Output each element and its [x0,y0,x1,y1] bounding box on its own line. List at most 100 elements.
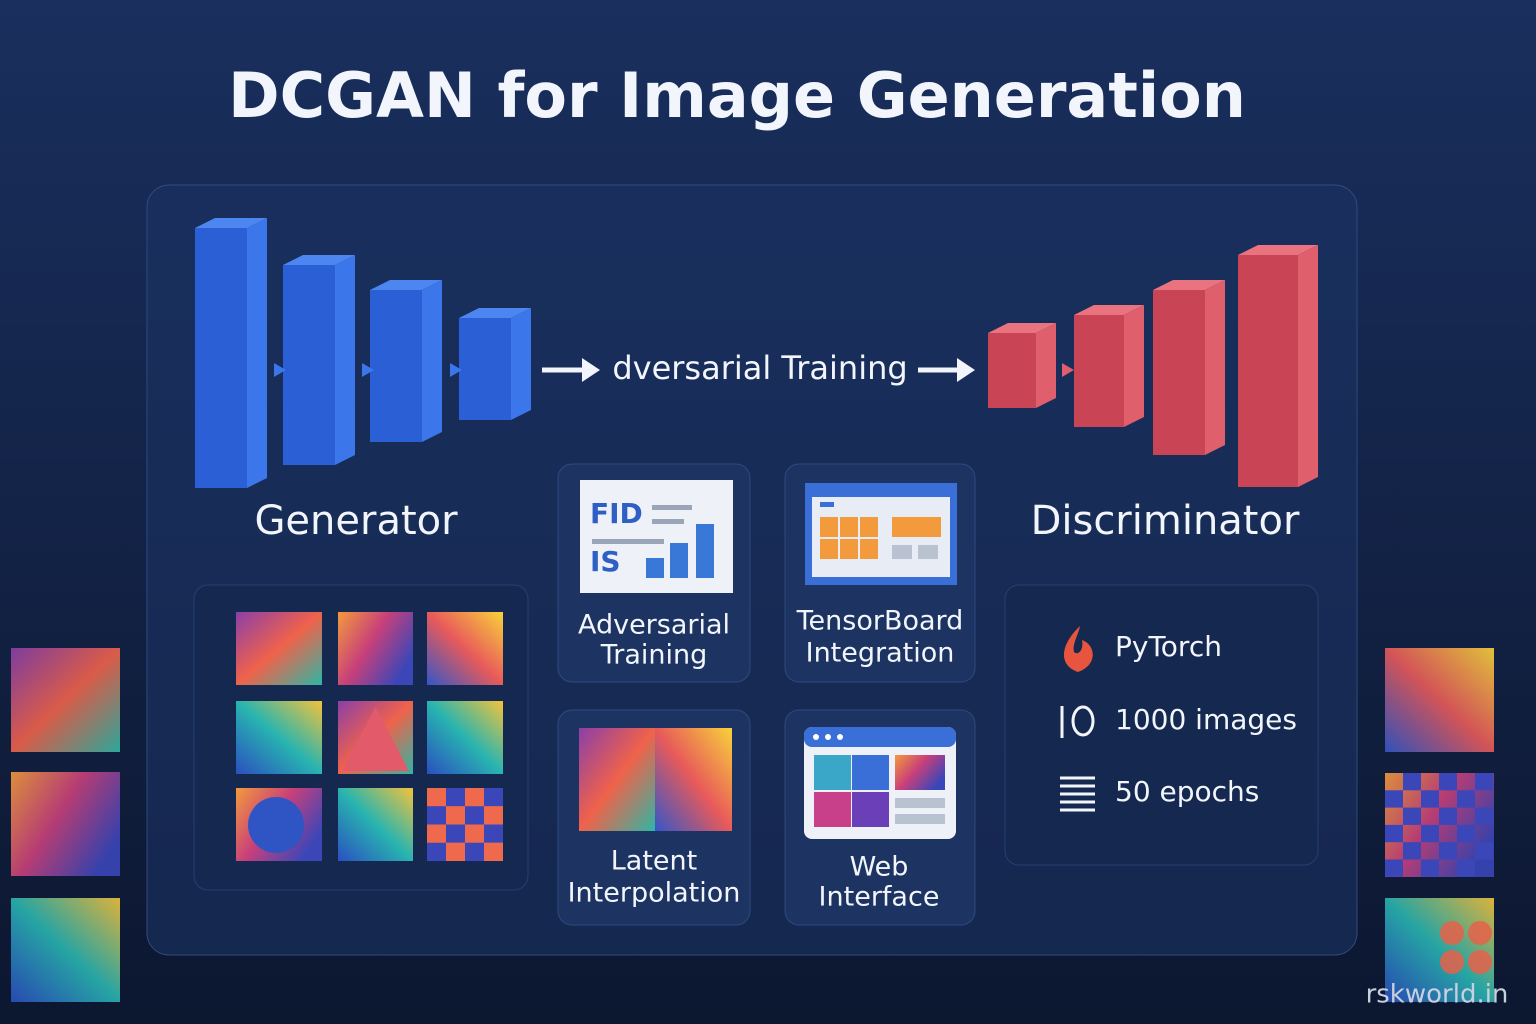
pytorch-icon [1063,626,1093,672]
block-side [422,280,442,442]
label: 50 epochs [1115,775,1259,808]
dashboard-bar [820,502,834,507]
block-top [1238,245,1318,255]
sample-check [446,788,465,807]
browser-header [804,727,956,747]
browser-cell [852,755,889,790]
browser-dot [837,734,843,740]
side-check [1403,773,1421,791]
block-top [283,255,355,265]
block-front [1074,315,1124,427]
small-arrow [274,363,286,377]
side-check [1385,859,1403,877]
browser-cell [895,755,945,790]
block-side [1298,245,1318,487]
side-check [1421,859,1439,877]
dashboard-cell [892,517,941,537]
label: IS [590,545,621,578]
sample-image [427,701,503,774]
label: 1000 images [1115,703,1297,736]
label: TensorBoard [796,606,964,637]
block-front [1238,255,1298,487]
browser-cell [814,792,851,827]
dashboard-cell [860,539,878,559]
block-side [1205,280,1225,455]
label: Web [850,852,909,883]
side-check [1457,790,1475,808]
side-check [1403,807,1421,825]
arrow-head [957,358,975,382]
sample-image [338,788,413,861]
label: Interpolation [568,878,741,909]
sample-check [427,842,446,861]
dashboard-cell [918,545,938,559]
block-side [335,255,355,465]
label: Interface [819,882,940,913]
label: Training [600,640,708,671]
sample-check [446,824,465,843]
logo-dot [1468,950,1492,974]
side-thumbnail [11,648,120,752]
content: dversarial Training Generator Discriminato… [11,218,1508,1010]
icon-line [592,539,664,544]
block-front [370,290,422,442]
sample-image [427,612,503,685]
block-front [1153,290,1205,455]
side-check [1421,824,1439,843]
label: Discriminator [1031,498,1300,544]
sample-check [427,788,446,807]
browser-line [895,798,945,808]
icon-line [652,505,692,510]
sample-check [465,824,484,843]
side-check [1475,842,1493,860]
sample-image [236,612,322,685]
interpolation-icon [655,728,732,831]
interpolation-icon [579,728,655,831]
small-arrow [1062,363,1074,377]
block-front [459,318,511,420]
logo-dot [1468,921,1492,945]
sample-check [484,806,503,825]
side-thumbnail [1385,648,1494,752]
sample-check [446,806,465,825]
block-side [511,308,531,420]
side-check [1439,807,1457,825]
dashboard-cell [860,517,878,537]
block-top [459,308,531,318]
sample-check [465,842,484,861]
sample-check [484,824,503,843]
block-front [283,265,335,465]
label: Latent [611,846,697,877]
browser-line [895,814,945,824]
icon-bar [670,543,688,578]
block-top [988,323,1056,333]
side-check [1439,773,1457,791]
side-thumbnail [11,772,120,876]
block-side [1124,305,1144,427]
side-thumbnail [1385,898,1494,1002]
dashboard-cell [820,539,838,559]
icon-line [652,519,684,524]
block-side [247,218,267,488]
side-thumbnail [11,898,120,1002]
sample-image [236,701,322,774]
label: Adversarial [578,610,730,641]
block-top [370,280,442,290]
side-thumbnail [1385,773,1494,877]
sample-check [465,806,484,825]
browser-dot [825,734,831,740]
arrow-head [582,358,600,382]
browser-cell [814,755,851,790]
title: DCGAN for Image Generation [228,59,1246,132]
label: rskworld.in [1366,980,1509,1010]
sample-check [427,806,446,825]
side-check [1457,824,1475,843]
block-side [1036,323,1056,408]
sample-check [484,842,503,861]
side-check [1457,859,1475,877]
block-front [988,333,1036,408]
block-top [1074,305,1144,315]
label: PyTorch [1115,630,1222,663]
side-check [1475,807,1493,825]
